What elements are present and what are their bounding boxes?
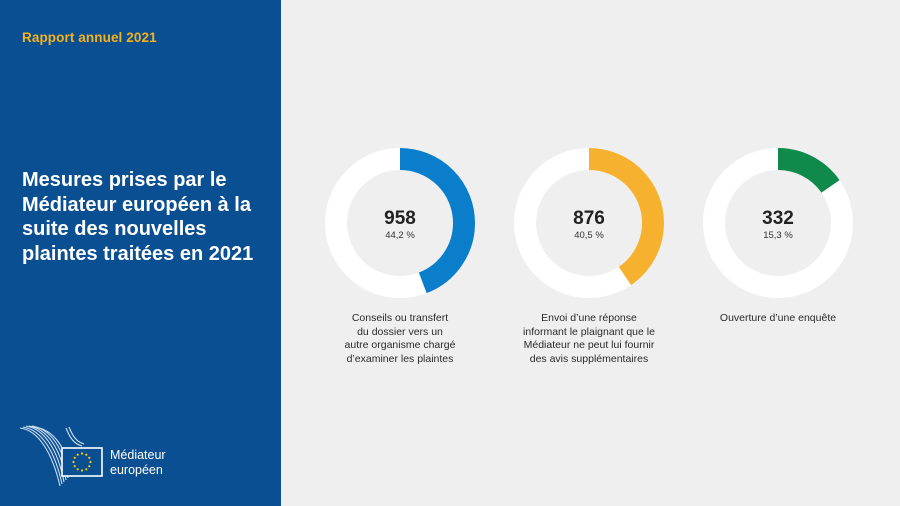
logo-line-1: Médiateur [110, 448, 166, 462]
donut-caption: Envoi d’une réponse informant le plaigna… [523, 312, 655, 365]
logo-line-2: européen [110, 463, 163, 477]
donut-caption: Conseils ou transfert du dossier vers un… [344, 312, 456, 365]
donut-chart-reply [514, 148, 664, 298]
donut-caption: Ouverture d’une enquête [719, 312, 837, 324]
eu-flag-icon [61, 447, 103, 477]
donut-value: 332 [762, 208, 794, 229]
donut-percent: 15,3 % [763, 230, 793, 241]
donut-slice [325, 148, 475, 298]
sidebar-panel: Rapport annuel 2021 Mesures prises par l… [0, 0, 281, 506]
donut-slice [514, 148, 664, 298]
page-title: Mesures prises par le Médiateur européen… [22, 169, 254, 265]
chart-area: 958 44,2 % Conseils ou transfert du doss… [281, 0, 900, 506]
donut-chart-advice [325, 148, 475, 298]
donut-value: 958 [384, 208, 416, 229]
donut-chart-inquiry [703, 148, 853, 298]
donut-percent: 40,5 % [574, 230, 604, 241]
ombudsman-emblem-icon [19, 425, 103, 487]
donut-value: 876 [573, 208, 605, 229]
donut-slice [703, 148, 853, 298]
ombudsman-logo: Médiateur européen [18, 424, 268, 496]
logo-text: Médiateur européen [110, 448, 166, 478]
donut-percent: 44,2 % [385, 230, 415, 241]
report-label: Rapport annuel 2021 [22, 30, 157, 45]
